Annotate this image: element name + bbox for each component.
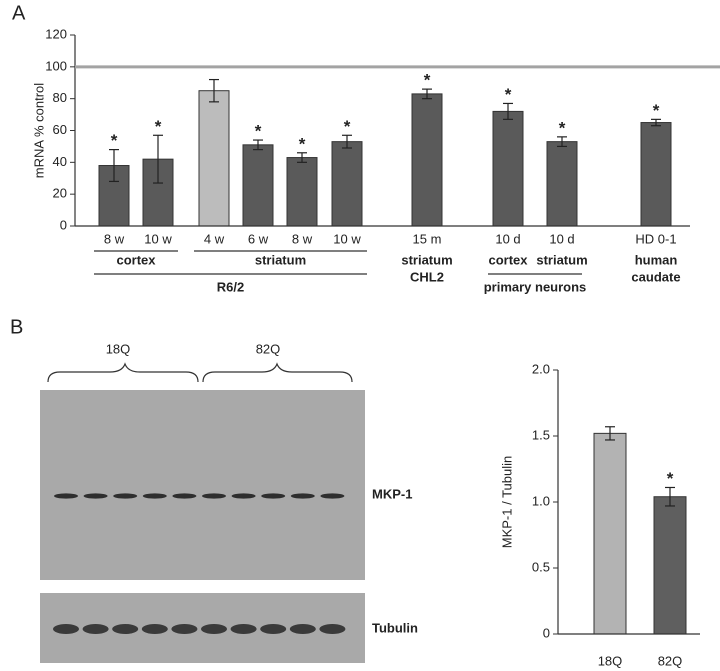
lane-brace (202, 362, 353, 383)
y-tick-label: 2.0 (532, 361, 550, 376)
group-label: cortex (116, 252, 156, 267)
bar (242, 144, 274, 227)
group-label: striatum (401, 252, 452, 267)
group-label: R6/2 (217, 279, 244, 294)
bar (640, 122, 672, 227)
bar (492, 110, 524, 227)
group-label: striatum (255, 252, 306, 267)
band (290, 493, 315, 499)
y-axis-label: MKP-1 / Tubulin (499, 456, 514, 549)
x-tick-label: 6 w (248, 231, 269, 246)
blot-bands (53, 493, 346, 634)
significance: * (559, 118, 566, 137)
band (142, 493, 167, 499)
band (260, 624, 287, 634)
band (54, 493, 78, 499)
bar (411, 93, 443, 227)
band (53, 624, 79, 634)
bar (198, 90, 230, 227)
significance: * (155, 117, 162, 136)
group-label: CHL2 (410, 269, 444, 284)
x-tick-label: 10 d (549, 231, 574, 246)
y-tick-label: 1.0 (532, 493, 550, 508)
bar (593, 432, 627, 635)
band (319, 624, 346, 634)
band-label: MKP-1 (372, 486, 412, 501)
significance: * (344, 117, 351, 136)
band (231, 493, 256, 499)
significance: * (424, 71, 431, 90)
x-tick-label: 18Q (598, 653, 623, 668)
band (82, 624, 109, 634)
significance: * (667, 469, 674, 488)
y-tick-label: 80 (53, 90, 67, 105)
bar (546, 141, 578, 227)
significance: * (111, 131, 118, 150)
x-tick-label: 82Q (658, 653, 683, 668)
band (171, 624, 198, 634)
band (261, 493, 286, 499)
x-tick-label: 8 w (292, 231, 313, 246)
y-tick-label: 60 (53, 122, 67, 137)
lane-label: 18Q (106, 341, 131, 356)
band (320, 493, 345, 499)
group-label: primary neurons (484, 279, 587, 294)
y-tick-label: 1.5 (532, 427, 550, 442)
bar (286, 157, 318, 227)
y-tick-label: 120 (45, 26, 67, 41)
lane-brace (47, 362, 199, 383)
band-label: Tubulin (372, 620, 418, 635)
significance: * (653, 101, 660, 120)
lane-label: 82Q (256, 341, 281, 356)
bar (653, 496, 687, 635)
band (113, 493, 138, 499)
y-tick-label: 100 (45, 58, 67, 73)
band (83, 493, 108, 499)
y-tick-label: 0 (60, 217, 67, 232)
y-tick-label: 0 (543, 625, 550, 640)
significance: * (299, 134, 306, 153)
bar (331, 141, 363, 227)
panel-label: B (10, 316, 23, 338)
x-tick-label: 8 w (104, 231, 125, 246)
x-tick-label: 10 w (144, 231, 172, 246)
group-label: human (635, 252, 678, 267)
panel-label: A (12, 2, 26, 24)
blot-panel (40, 390, 365, 580)
y-axis-label: mRNA % control (31, 83, 46, 178)
band (112, 624, 139, 634)
band (141, 624, 168, 634)
x-tick-label: 4 w (204, 231, 225, 246)
group-label: caudate (631, 269, 680, 284)
x-tick-label: 10 w (333, 231, 361, 246)
x-tick-label: 10 d (495, 231, 520, 246)
band (230, 624, 257, 634)
y-tick-label: 20 (53, 186, 67, 201)
band (289, 624, 316, 634)
group-label: cortex (488, 252, 528, 267)
group-label: striatum (536, 252, 587, 267)
y-tick-label: 0.5 (532, 559, 550, 574)
x-tick-label: 15 m (413, 231, 442, 246)
y-tick-label: 40 (53, 154, 67, 169)
band (201, 624, 227, 634)
significance: * (255, 122, 262, 141)
band (172, 493, 197, 499)
significance: * (505, 85, 512, 104)
x-tick-label: HD 0-1 (635, 231, 676, 246)
band (202, 493, 226, 499)
